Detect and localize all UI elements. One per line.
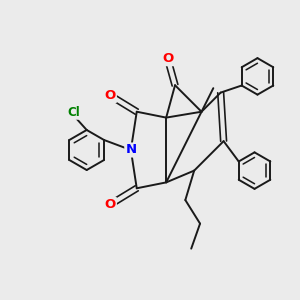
Text: O: O (162, 52, 173, 65)
Text: N: N (125, 143, 136, 157)
Text: Cl: Cl (67, 106, 80, 119)
Text: O: O (105, 198, 116, 211)
Text: O: O (105, 89, 116, 102)
